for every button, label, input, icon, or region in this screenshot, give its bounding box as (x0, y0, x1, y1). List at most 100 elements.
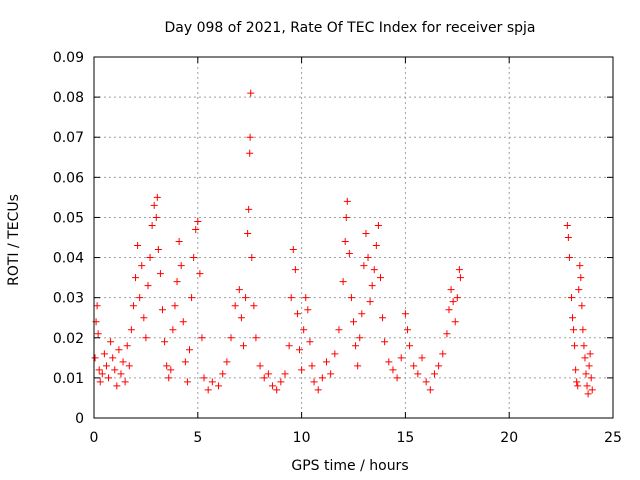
data-point-marker (414, 370, 422, 378)
data-point-marker (227, 334, 235, 342)
data-point-marker (242, 294, 250, 302)
data-point-marker (422, 378, 430, 386)
data-point-marker (183, 378, 191, 386)
data-point-marker (389, 366, 397, 374)
data-point-marker (584, 390, 592, 398)
data-point-marker (370, 266, 378, 274)
y-tick-label: 0.06 (53, 170, 84, 186)
data-point-marker (439, 350, 447, 358)
data-point-marker (161, 338, 169, 346)
data-point-marker (588, 386, 596, 394)
data-point-marker (144, 282, 152, 290)
data-point-marker (576, 262, 584, 270)
data-point-marker (169, 326, 177, 334)
data-point-marker (364, 254, 372, 262)
data-point-marker (173, 278, 181, 286)
data-point-marker (360, 262, 368, 270)
data-point-marker (165, 374, 173, 382)
data-point-marker (456, 274, 464, 282)
data-point-marker (273, 386, 281, 394)
data-point-marker (100, 350, 108, 358)
data-point-marker (181, 358, 189, 366)
data-point-marker (117, 370, 125, 378)
data-point-marker (219, 370, 227, 378)
data-point-marker (300, 326, 308, 334)
data-point-marker (323, 358, 331, 366)
data-point-marker (343, 197, 351, 205)
data-point-marker (247, 89, 255, 97)
data-point-marker (190, 254, 198, 262)
data-point-marker (98, 370, 106, 378)
y-axis-label: ROTI / TECUs (6, 194, 22, 286)
data-point-marker (342, 213, 350, 221)
data-point-marker (256, 362, 264, 370)
data-point-marker (96, 378, 104, 386)
data-point-marker (565, 254, 573, 262)
data-point-marker (277, 378, 285, 386)
data-point-marker (153, 193, 161, 201)
data-point-marker (564, 234, 572, 241)
data-point-marker (308, 362, 316, 370)
data-point-marker (298, 366, 306, 374)
data-point-marker (148, 221, 156, 229)
data-point-marker (314, 386, 322, 394)
data-point-marker (142, 334, 150, 342)
data-point-marker (245, 205, 253, 213)
data-point-marker (250, 302, 258, 310)
data-point-marker (296, 346, 304, 354)
data-point-marker (304, 306, 312, 314)
data-point-marker (582, 370, 590, 378)
data-point-marker (401, 310, 409, 318)
data-point-marker (152, 213, 160, 221)
data-point-marker (204, 386, 212, 394)
data-point-marker (410, 362, 418, 370)
data-point-marker (289, 246, 297, 254)
data-point-marker (397, 354, 405, 362)
data-point-marker (306, 338, 314, 346)
data-point-marker (585, 362, 593, 370)
y-tick-label: 0.05 (53, 210, 84, 226)
data-point-marker (580, 342, 588, 350)
x-axis-label: GPS time / hours (291, 458, 408, 474)
data-point-marker (105, 374, 113, 382)
data-point-marker (192, 225, 200, 233)
plot-frame (93, 56, 614, 419)
data-point-marker (403, 326, 411, 334)
data-point-marker (356, 334, 364, 342)
data-point-marker (91, 354, 99, 362)
y-tick-label: 0.03 (53, 291, 84, 307)
data-point-marker (127, 326, 135, 334)
data-point-marker (579, 326, 587, 334)
data-point-marker (569, 314, 577, 322)
x-tick-label: 25 (604, 430, 622, 446)
data-point-marker (372, 242, 380, 250)
data-point-marker (574, 382, 582, 390)
data-point-marker (291, 266, 299, 274)
data-point-marker (150, 201, 158, 209)
data-point-marker (198, 334, 206, 342)
data-point-marker (94, 330, 102, 338)
x-tick-label: 20 (500, 430, 518, 446)
data-point-marker (260, 374, 268, 382)
data-point-marker (453, 294, 461, 302)
data-point-marker (188, 294, 196, 302)
data-point-marker (571, 342, 579, 350)
data-point-marker (347, 294, 355, 302)
data-point-marker (154, 246, 162, 254)
data-point-marker (200, 374, 208, 382)
data-point-marker (123, 342, 131, 350)
data-point-marker (578, 302, 586, 310)
data-point-marker (269, 382, 277, 390)
data-point-marker (175, 238, 183, 246)
data-point-marker (281, 370, 289, 378)
data-point-marker (339, 278, 347, 286)
data-point-marker (310, 378, 318, 386)
data-point-marker (136, 294, 144, 302)
data-point-marker (368, 282, 376, 290)
data-point-marker (435, 362, 443, 370)
data-point-marker (248, 254, 256, 262)
data-point-marker (563, 221, 571, 229)
data-point-marker (354, 362, 362, 370)
data-point-marker (129, 302, 137, 310)
data-point-marker (239, 342, 247, 350)
